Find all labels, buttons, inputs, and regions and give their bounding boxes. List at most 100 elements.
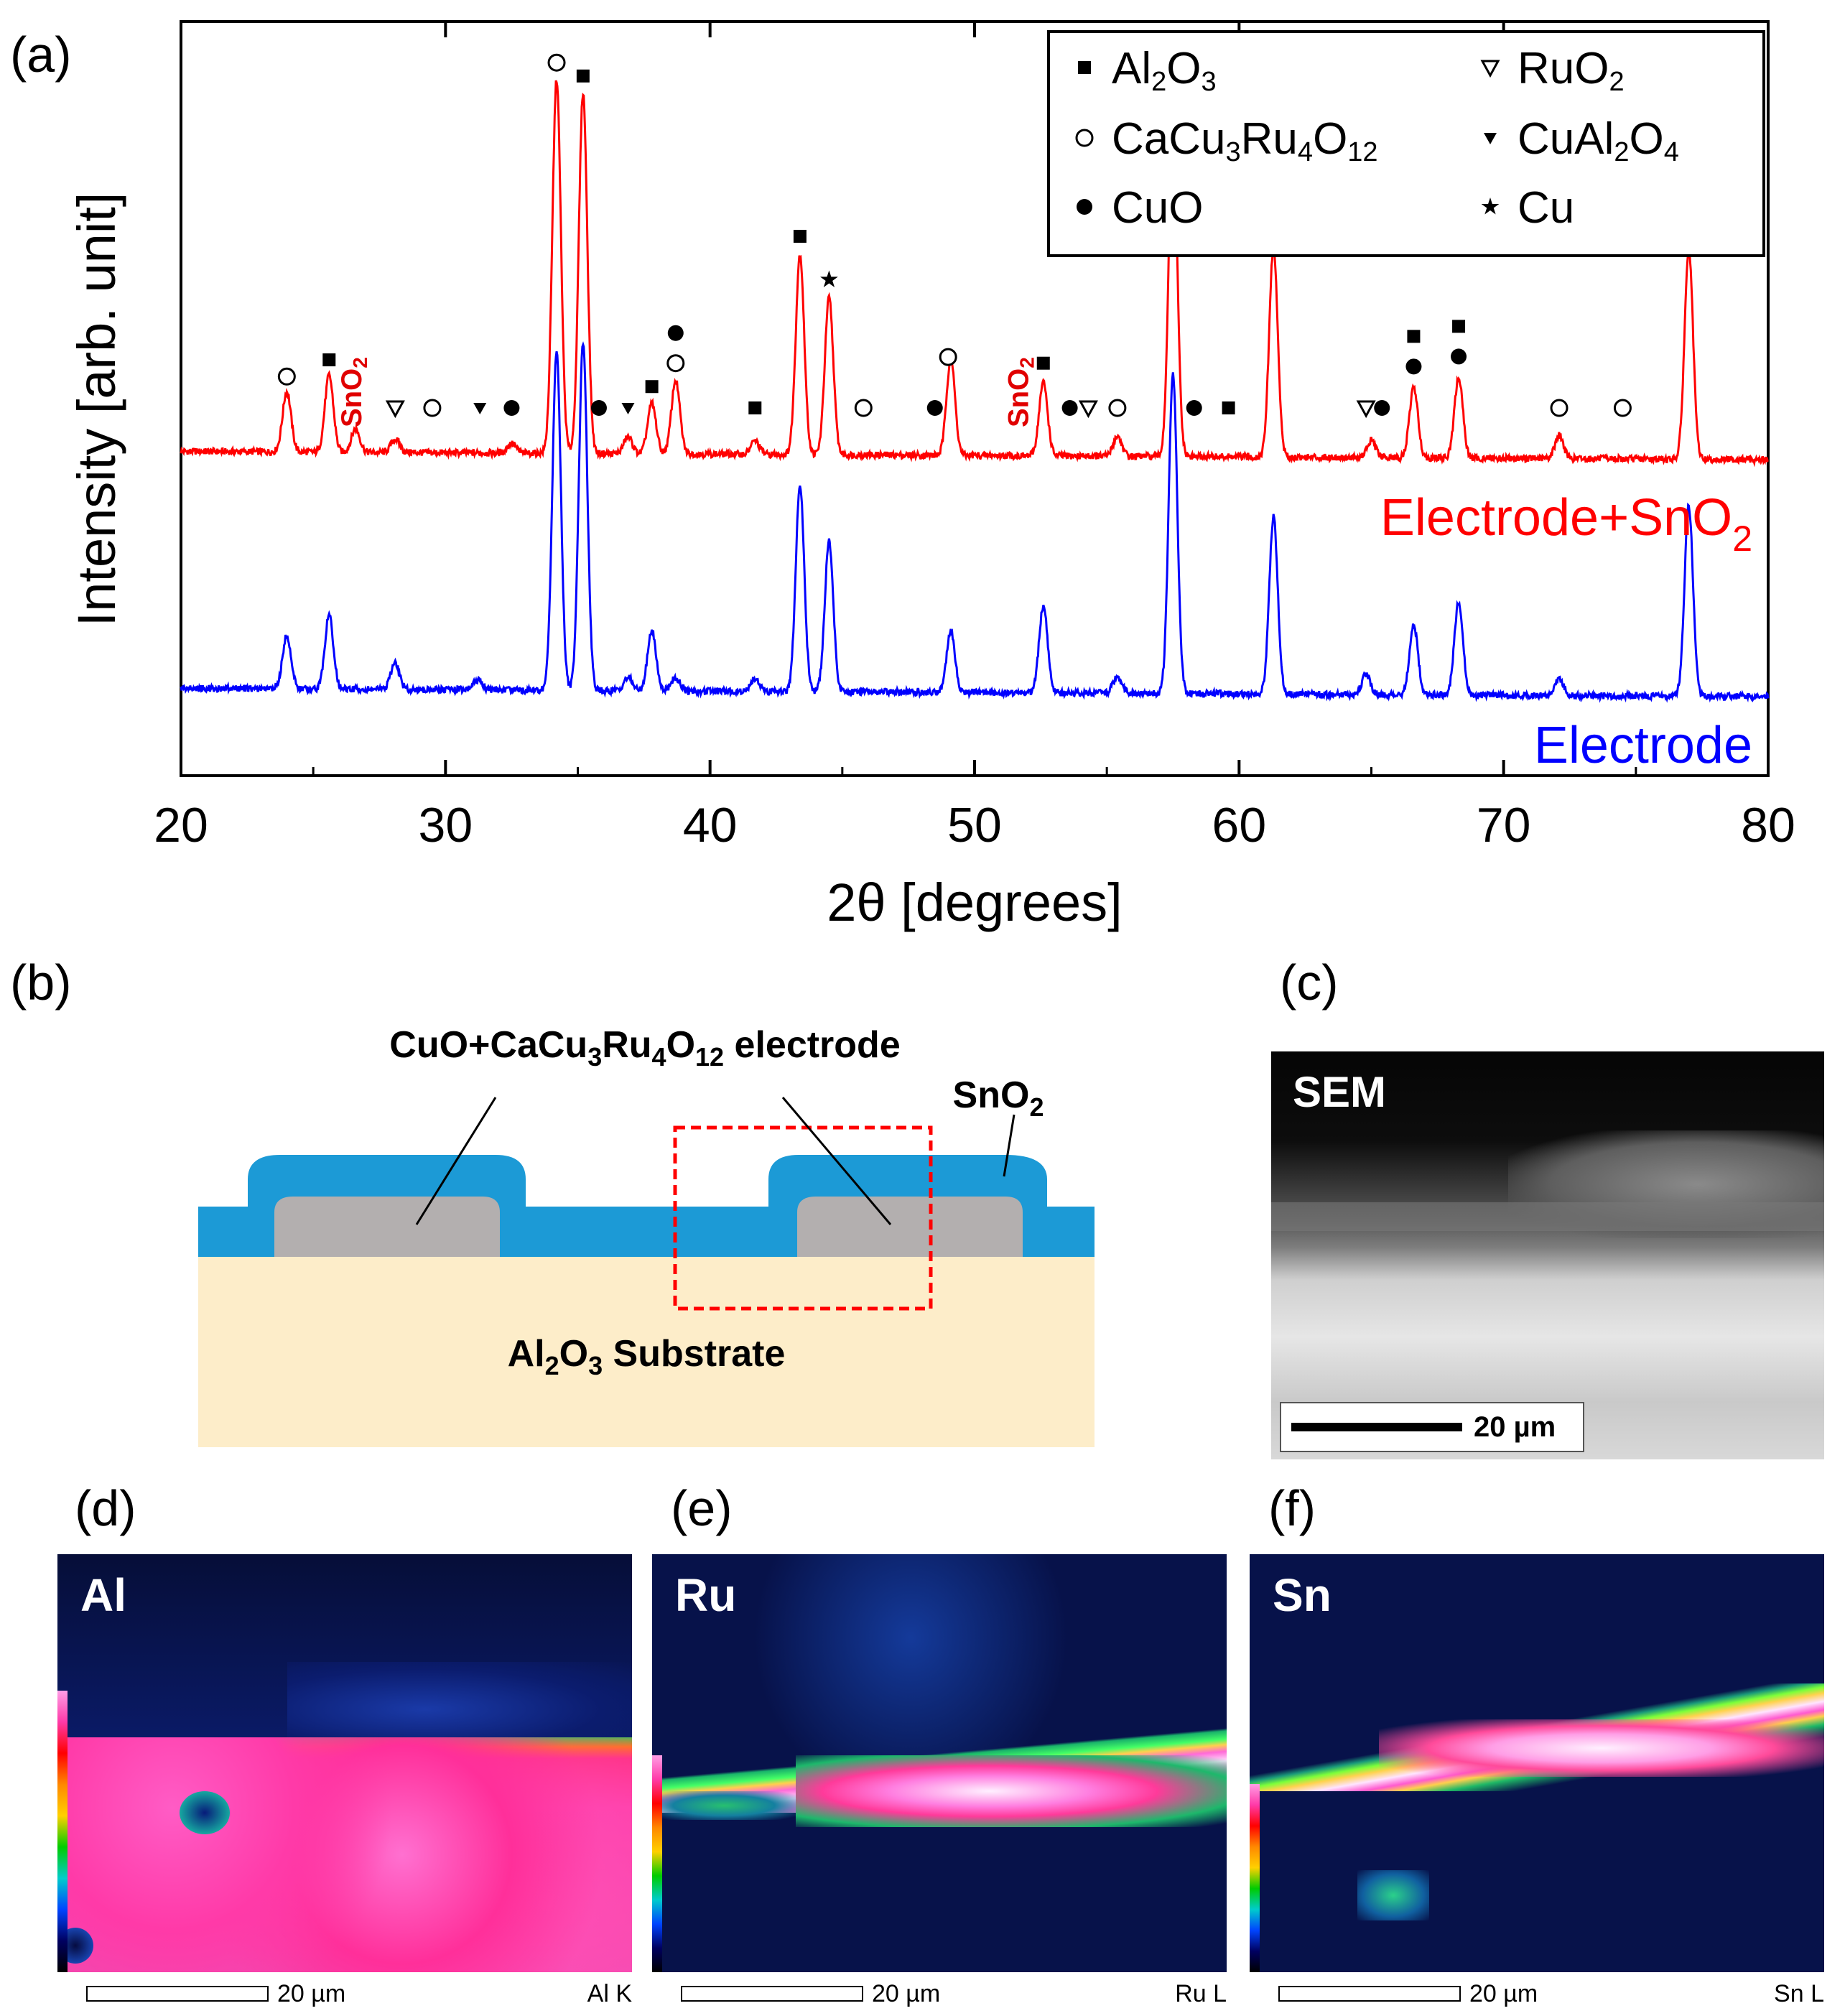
peak-marker-filled-square [748,401,762,414]
zoom-region-box [673,1125,933,1311]
sno2-peak-label: SnO2 [1003,357,1038,427]
y-axis-label: Intensity [arb. unit] [67,192,126,627]
x-tick-label: 50 [947,798,1002,853]
peak-marker-filled-circle [1451,348,1467,365]
sn-map: Sn [1250,1554,1824,1972]
peak-marker-filled-square [576,69,590,83]
cross-section-schematic: CuO+CaCu3Ru4O12 electrode SnO2 Al2O3 Sub… [198,1024,1095,1447]
al-scale-text: 20 µm [277,1979,346,2007]
peak-marker-filled-square [1452,320,1466,333]
ru-scalebar [681,1986,863,2002]
al-map-label: Al [80,1569,126,1621]
series-line-0 [180,80,1769,468]
legend-entry: CuO [1077,183,1203,233]
sn-scalebar [1278,1986,1461,2002]
peak-marker-open-circle [1108,399,1127,417]
sn-map-spot [1357,1870,1429,1920]
x-tick-label: 30 [419,798,473,853]
sn-map-hotspot [1379,1719,1824,1777]
ru-map-hotspot [796,1755,1227,1827]
x-axis-tick-labels: 20 30 40 50 60 70 80 [154,798,1795,853]
peak-marker-filled-down-triangle [473,403,487,414]
peak-marker-filled-square [1222,401,1235,414]
peak-marker-filled-circle [1186,400,1202,416]
substrate [198,1257,1095,1447]
peak-markers [277,53,1696,419]
al-line-label: Al K [587,1979,632,2007]
x-axis-ticks [180,22,1770,776]
substrate-label: Al2O3 Substrate [508,1333,786,1380]
electrode-right [797,1197,1023,1257]
peak-marker-open-circle [1613,399,1632,417]
peak-marker-filled-circle [1061,400,1078,416]
peak-marker-filled-square [322,353,336,367]
panel-label-a: (a) [10,27,72,83]
peak-marker-filled-square [1407,330,1421,343]
panel-label-f: (f) [1268,1480,1316,1536]
panel-label-d: (d) [75,1480,136,1536]
peak-marker-open-down-triangle [385,400,405,419]
x-tick-label: 70 [1477,798,1531,853]
al-map-coating-glow [287,1662,632,1741]
x-tick-label: 40 [683,798,738,853]
legend-label: Cu [1518,183,1574,233]
peak-marker-open-circle [423,399,442,417]
sno2-peak-label: SnO2 [336,357,371,427]
x-tick-label: 80 [1741,798,1795,853]
legend-label: CuO [1112,183,1203,233]
legend-entry: CuAl2O4 [1484,114,1679,167]
series-label-electrode-sno2: Electrode+SnO2 [1380,489,1752,559]
sem-scalebar [1291,1423,1462,1431]
legend-entry: RuO2 [1480,44,1625,97]
al-map-pore [180,1791,230,1834]
electrode-leader-right [781,1097,892,1225]
ru-scalebar-row: 20 µm Ru L [681,1978,1227,2010]
legend-label: Al2O3 [1112,44,1217,97]
peak-marker-open-circle [854,399,873,417]
sno2-label: SnO2 [953,1074,1044,1122]
legend-entry: Cu [1481,183,1574,233]
ru-colorbar [652,1755,662,1972]
sn-map-label: Sn [1273,1569,1332,1621]
ru-scale-text: 20 µm [872,1979,941,2007]
ru-line-label: Ru L [1175,1979,1227,2007]
peak-marker-star [820,270,838,287]
al-scalebar [86,1986,269,2002]
legend-entry: Al2O3 [1078,44,1217,97]
panel-label-b: (b) [10,954,72,1011]
al-colorbar [57,1691,68,1972]
peak-marker-open-circle [277,367,296,386]
interface-band [1271,1202,1824,1231]
panel-label-e: (e) [671,1480,733,1536]
sem-scale-text: 20 µm [1474,1411,1556,1443]
electrode-label: CuO+CaCu3Ru4O12 electrode [389,1024,900,1072]
x-tick-label: 60 [1212,798,1267,853]
sem-image: SEM 20 µm [1271,1051,1824,1459]
peak-marker-open-circle [1550,399,1569,417]
peak-marker-filled-down-triangle [621,403,635,414]
al-scalebar-row: 20 µm Al K [86,1978,632,2010]
panel-label-c: (c) [1280,954,1339,1011]
series-label-electrode: Electrode [1534,717,1752,774]
peak-marker-open-circle [939,348,957,366]
peak-marker-filled-square [1036,356,1050,370]
series-lines [180,80,1770,703]
sn-scale-text: 20 µm [1469,1979,1538,2007]
sn-colorbar [1250,1784,1260,1972]
peak-marker-filled-square [645,380,659,394]
series-labels: Electrode+SnO2 Electrode [1380,489,1752,774]
sn-scalebar-row: 20 µm Sn L [1278,1978,1824,2010]
peak-marker-filled-circle [1374,400,1390,416]
sem-label: SEM [1293,1068,1387,1116]
peak-marker-filled-square [793,230,807,243]
xrd-chart: 20 30 40 50 60 70 80 SnO2 SnO2 2θ [degrees] Int… [67,20,1795,932]
ru-map: Ru [652,1554,1227,1972]
legend-label: CaCu3Ru4O12 [1112,114,1378,167]
peak-marker-open-down-triangle [1356,400,1376,419]
al-map-substrate-region [57,1737,632,1972]
peak-marker-filled-circle [667,325,684,341]
legend-box: Al2O3 RuO2 CaCu3Ru4O12 CuAl2O4 CuO Cu [1047,30,1765,257]
ru-map-thin-layer [652,1791,796,1820]
peak-marker-filled-circle [590,400,607,416]
sn-line-label: Sn L [1774,1979,1824,2007]
